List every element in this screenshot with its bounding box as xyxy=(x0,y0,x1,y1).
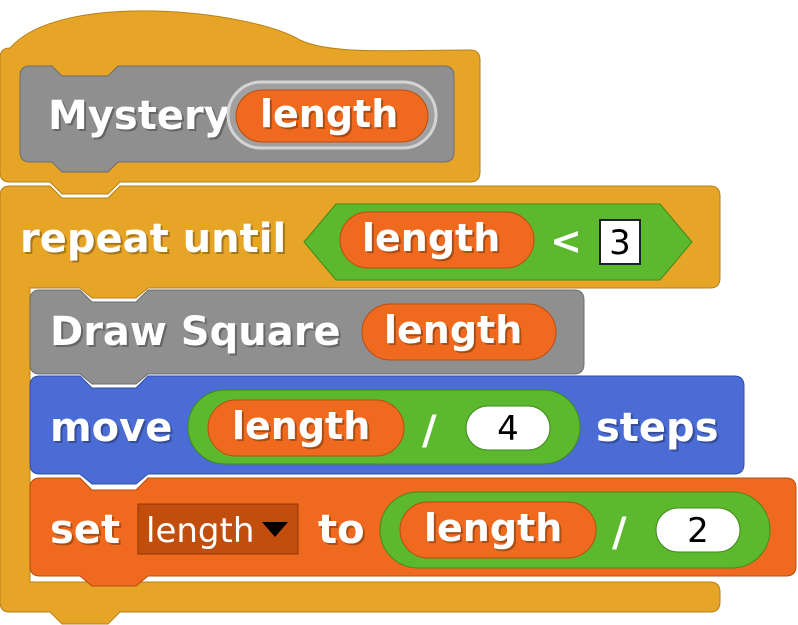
set-label-shadow: set xyxy=(52,509,122,555)
move-block[interactable]: move move length length / 4 steps steps xyxy=(29,375,745,485)
set-label: set xyxy=(50,507,120,553)
move-divide-operator: / xyxy=(422,408,437,454)
to-label-shadow: to xyxy=(320,509,367,555)
prototype-name: Mystery xyxy=(48,93,230,139)
draw-square-arg-shadow: length xyxy=(386,310,524,354)
move-divide-left-variable[interactable]: length length xyxy=(207,399,405,457)
set-divisor: 2 xyxy=(687,511,709,551)
move-divide-reporter[interactable]: length length / 4 xyxy=(187,389,581,465)
cond-var-label: length xyxy=(362,216,500,260)
draw-square-block[interactable]: Draw Square Draw Square length length xyxy=(29,289,585,385)
move-divide-right-input[interactable]: 4 xyxy=(465,405,551,451)
steps-label-shadow: steps xyxy=(598,407,721,453)
draw-square-arg-variable[interactable]: length length xyxy=(361,303,557,361)
set-divide-left-variable[interactable]: length length xyxy=(399,501,597,559)
set-block[interactable]: set set length to to length length / 2 xyxy=(29,477,797,587)
set-var-label: length xyxy=(424,506,562,550)
set-divide-reporter[interactable]: length length / 2 xyxy=(379,491,771,569)
set-var-shadow: length xyxy=(426,508,564,552)
move-label: move xyxy=(50,405,172,451)
cond-value: 3 xyxy=(609,223,631,263)
set-divide-right-input[interactable]: 2 xyxy=(655,507,741,553)
draw-square-arg-label: length xyxy=(384,308,522,352)
set-divide-operator: / xyxy=(612,510,627,556)
draw-square-label-shadow: Draw Square xyxy=(52,311,343,357)
repeat-until-block[interactable]: repeat until repeat until length length … xyxy=(0,185,721,625)
custom-block-prototype[interactable]: Mystery Mystery length length xyxy=(19,65,455,173)
set-variable-name: length xyxy=(146,511,254,551)
move-var-label: length xyxy=(232,404,370,448)
steps-label: steps xyxy=(596,405,719,451)
param-label-shadow: length xyxy=(262,94,400,138)
param-label: length xyxy=(260,92,398,136)
set-variable-dropdown[interactable]: length xyxy=(137,503,299,555)
condition-left-variable[interactable]: length length xyxy=(339,211,535,269)
to-label: to xyxy=(318,507,365,553)
move-var-shadow: length xyxy=(234,406,372,450)
move-divisor: 4 xyxy=(497,409,519,449)
move-label-shadow: move xyxy=(52,407,174,453)
less-than-operator: < xyxy=(550,219,582,263)
dropdown-arrow-icon[interactable] xyxy=(262,522,288,537)
prototype-name-shadow: Mystery xyxy=(50,95,232,141)
condition-right-input[interactable]: 3 xyxy=(599,219,641,265)
condition-less-than[interactable]: length length < 3 xyxy=(303,203,693,281)
cond-var-shadow: length xyxy=(364,218,502,262)
draw-square-label: Draw Square xyxy=(50,309,341,355)
repeat-label-shadow: repeat until xyxy=(22,218,288,264)
param-slot[interactable]: length length xyxy=(226,80,438,150)
repeat-label: repeat until xyxy=(20,216,286,262)
